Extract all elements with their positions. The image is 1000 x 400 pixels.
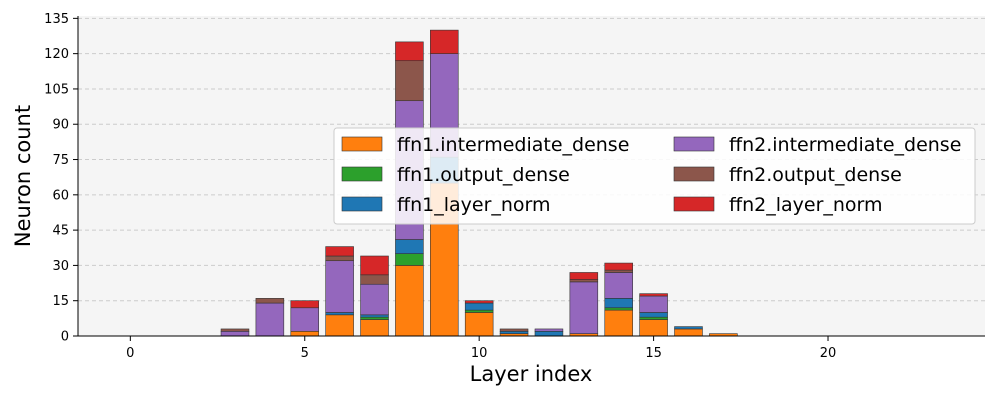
- y-tick-label: 30: [52, 259, 69, 274]
- bar-segment: [395, 60, 424, 102]
- bar-segment: [464, 312, 494, 337]
- bar-segment: [325, 312, 354, 316]
- legend-box: [333, 127, 976, 225]
- bar-segment: [395, 253, 424, 266]
- legend-label: ffn1.intermediate_dense: [397, 134, 629, 156]
- bar-segment: [290, 300, 320, 309]
- y-tick-label: 0: [61, 330, 69, 345]
- bar-segment: [569, 272, 599, 280]
- bar-segment: [360, 319, 389, 337]
- bar-segment: [464, 309, 494, 313]
- legend-swatch: [673, 196, 715, 212]
- legend: ffn1.intermediate_dense ffn1.output_dense…: [333, 127, 976, 225]
- bar-segment: [604, 298, 633, 309]
- y-tick-label: 60: [52, 188, 69, 203]
- bar-segment: [220, 330, 250, 337]
- x-tick-label: 5: [301, 346, 309, 361]
- x-tick-label: 10: [471, 346, 488, 361]
- bar-segment: [290, 330, 320, 337]
- legend-swatch: [673, 136, 715, 152]
- bar-segment: [534, 328, 564, 332]
- bar-segment: [360, 314, 389, 318]
- axes: [77, 16, 985, 337]
- legend-label: ffn1.output_dense: [397, 164, 570, 186]
- legend-label: ffn1_layer_norm: [397, 194, 551, 216]
- x-tick-label: 20: [820, 346, 837, 361]
- bar-segment: [534, 330, 564, 337]
- bar-segment: [604, 307, 633, 311]
- y-tick-label: 90: [52, 118, 69, 133]
- bar-segment: [325, 255, 354, 262]
- legend-label: ffn2.intermediate_dense: [729, 134, 961, 156]
- bar-segment: [430, 29, 459, 54]
- bars: [220, 29, 738, 337]
- bar-segment: [604, 309, 633, 337]
- ticks: 0 15 30 45 60 75 90 105 120 135 0 5 10 15 20: [44, 12, 836, 361]
- bar-segment: [325, 314, 354, 337]
- bar-segment: [395, 265, 424, 337]
- y-tick-label: 45: [52, 224, 69, 239]
- bar-segment: [569, 281, 599, 334]
- y-axis-label: Neuron count: [11, 105, 35, 247]
- y-tick-label: 135: [44, 12, 69, 27]
- bar-segment: [674, 326, 703, 330]
- bar-segment: [604, 262, 633, 271]
- bar-segment: [290, 307, 320, 332]
- legend-label: ffn2.output_dense: [729, 164, 902, 186]
- bar-segment: [395, 41, 424, 62]
- legend-swatch: [341, 136, 383, 152]
- legend-swatch: [341, 166, 383, 182]
- bar-segment: [255, 302, 285, 337]
- bar-segment: [360, 283, 389, 316]
- bar-segment: [360, 274, 389, 285]
- bar-segment: [395, 239, 424, 254]
- bar-segment: [464, 302, 494, 311]
- bar-segment: [220, 328, 250, 332]
- bar-segment: [325, 260, 354, 313]
- y-tick-label: 120: [44, 47, 69, 62]
- bar-segment: [639, 295, 668, 313]
- bar-segment: [569, 279, 599, 283]
- x-axis-label: Layer index: [470, 362, 593, 386]
- legend-swatch: [341, 196, 383, 212]
- bar-segment: [325, 246, 354, 257]
- bar-segment: [255, 298, 285, 304]
- bar-segment: [674, 328, 703, 337]
- bar-segment: [464, 300, 494, 304]
- bar-segment: [604, 272, 633, 299]
- bar-segment: [360, 316, 389, 320]
- x-tick-label: 15: [645, 346, 662, 361]
- y-tick-label: 15: [52, 294, 69, 309]
- bar-segment: [499, 328, 529, 332]
- bar-segment: [639, 316, 668, 320]
- bar-segment: [499, 330, 529, 334]
- y-tick-label: 75: [52, 153, 69, 168]
- x-tick-label: 0: [126, 346, 134, 361]
- bar-segment: [604, 269, 633, 273]
- y-tick-label: 105: [44, 82, 69, 97]
- bar-segment: [639, 312, 668, 318]
- bar-segment: [639, 319, 668, 337]
- legend-label: ffn2_layer_norm: [729, 194, 883, 216]
- bar-segment: [360, 255, 389, 276]
- legend-swatch: [673, 166, 715, 182]
- bar-segment: [639, 293, 668, 297]
